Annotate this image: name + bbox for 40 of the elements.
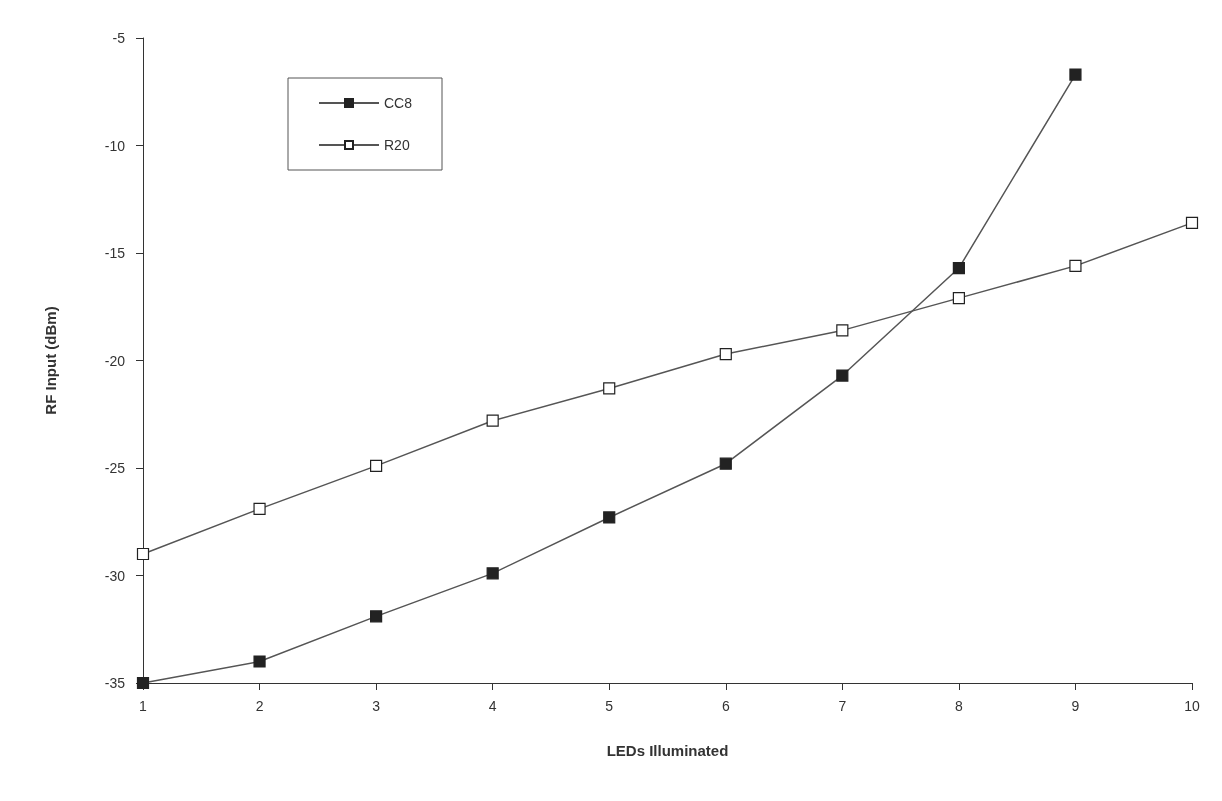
y-tick-label: -30 <box>104 567 126 584</box>
point <box>1069 68 1082 81</box>
x-tick-label: 5 <box>605 698 614 714</box>
y-axis-title: RF Input (dBm) <box>42 306 59 415</box>
y-tick-label: -5 <box>112 30 126 46</box>
point <box>719 457 732 470</box>
x-axis-title: LEDs Illuminated <box>606 742 729 759</box>
x-tick-label: 9 <box>1071 698 1080 714</box>
x-tick-label: 7 <box>838 698 847 714</box>
point <box>486 567 499 580</box>
y-tick-label: -15 <box>104 245 126 261</box>
point <box>952 292 965 305</box>
point <box>719 347 732 361</box>
x-tick-label: 2 <box>255 698 264 714</box>
point <box>1185 216 1199 229</box>
point <box>836 324 849 337</box>
y-tick-label: -20 <box>104 352 126 369</box>
point <box>253 502 266 515</box>
legend-label: R20 <box>384 137 410 153</box>
x-tick-label: 6 <box>721 698 730 714</box>
point <box>603 382 616 395</box>
y-tick-label: -10 <box>104 137 126 154</box>
point <box>836 369 849 382</box>
point <box>136 547 150 561</box>
x-tick-label: 3 <box>372 698 381 714</box>
legend-label: CC8 <box>384 95 413 111</box>
x-tick-label: 8 <box>954 698 963 714</box>
point <box>370 459 383 472</box>
point <box>952 261 965 275</box>
point <box>603 511 616 524</box>
point <box>136 676 150 690</box>
point <box>370 610 383 623</box>
point <box>1069 259 1082 272</box>
point <box>486 414 499 427</box>
y-tick-label: -35 <box>104 675 126 691</box>
x-tick-label: 1 <box>139 698 148 714</box>
point <box>253 655 266 668</box>
x-tick-label: 4 <box>488 698 497 714</box>
x-tick-label: 10 <box>1184 698 1200 714</box>
y-tick-label: -25 <box>104 460 126 476</box>
